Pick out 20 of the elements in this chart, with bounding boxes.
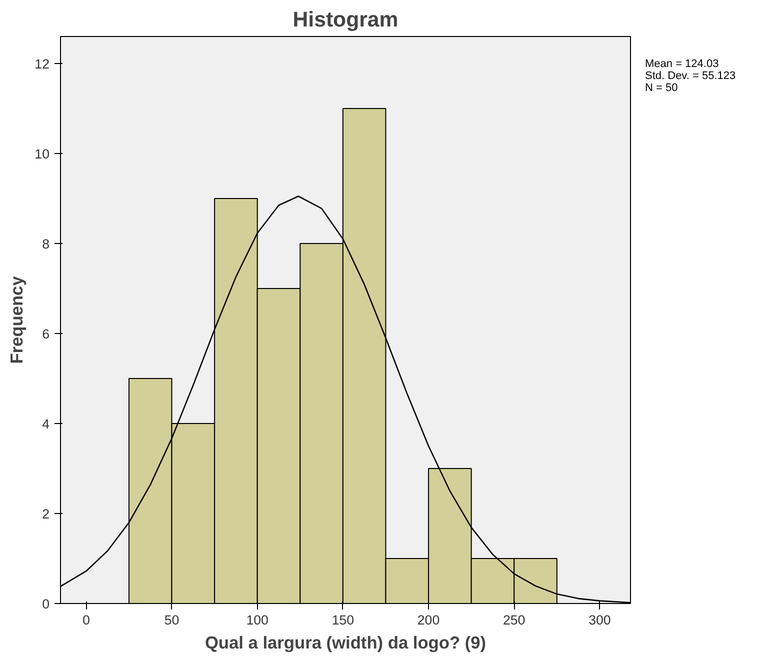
- chart-title: Histogram: [292, 8, 398, 32]
- y-axis-title: Frequency: [6, 276, 27, 364]
- text: N = 50: [645, 82, 678, 94]
- x-tick-label: 100: [246, 612, 268, 628]
- y-tick-label: 10: [34, 146, 50, 162]
- y-tick-label: 2: [42, 506, 50, 522]
- text: Std. Dev. = 55.123: [645, 70, 736, 82]
- x-tick-label: 200: [417, 612, 440, 628]
- x-tick-label: 50: [164, 612, 180, 628]
- x-tick-label: 150: [332, 612, 354, 628]
- x-tick-label: 0: [82, 612, 90, 628]
- text: Mean = 124.03: [645, 58, 719, 70]
- y-tick-label: 0: [42, 596, 50, 612]
- x-tick-label: 250: [502, 612, 526, 628]
- y-tick-label: 4: [42, 416, 50, 432]
- y-tick-label: 6: [42, 326, 50, 342]
- x-tick-label: 300: [588, 612, 611, 628]
- y-tick-label: 8: [42, 236, 50, 252]
- y-tick-label: 12: [34, 56, 50, 72]
- x-axis-title: Qual a largura (width) da logo? (9): [204, 632, 486, 652]
